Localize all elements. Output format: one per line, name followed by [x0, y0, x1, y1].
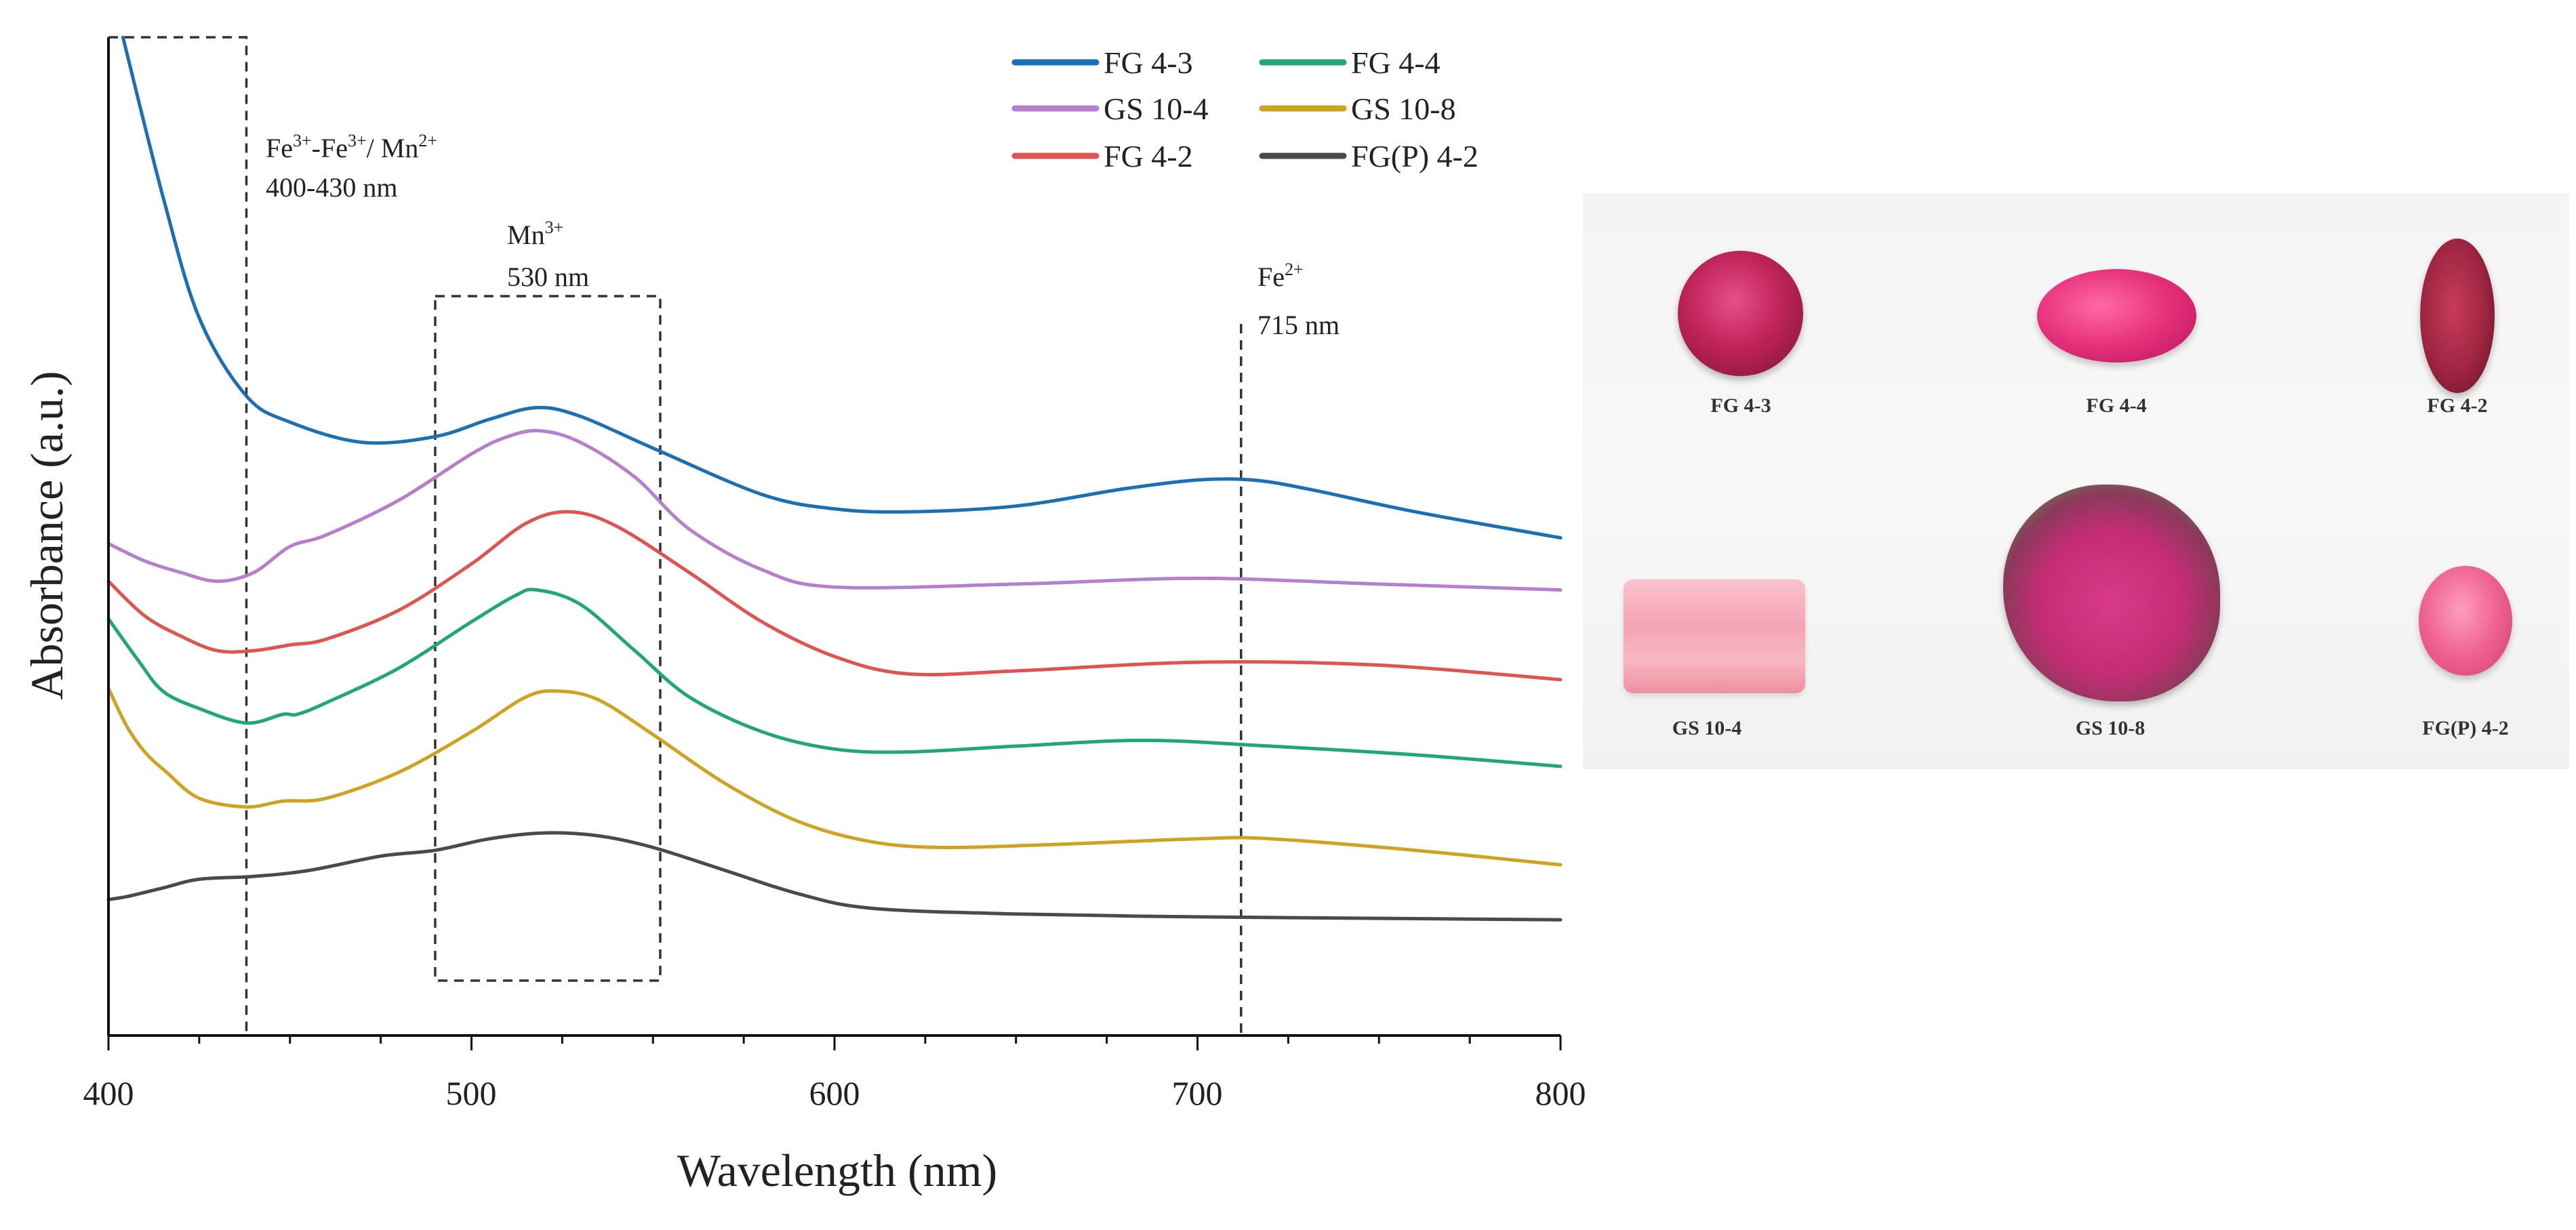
x-tick-label: 800 — [1535, 1074, 1586, 1112]
series-line-fg-p-4-2 — [106, 831, 1563, 922]
legend-label-fg-4-4: FG 4-4 — [1351, 45, 1441, 80]
x-axis-title: Wavelength (nm) — [677, 1145, 997, 1196]
gem-gs-10-4 — [1624, 579, 1805, 693]
annotation-box-fe-mn — [108, 36, 248, 1036]
legend-label-fg-4-2: FG 4-2 — [1104, 139, 1193, 173]
legend-label-fg-4-3: FG 4-3 — [1104, 45, 1193, 80]
x-tick-label: 400 — [83, 1074, 134, 1112]
gem-label-fgp-4-2: FG(P) 4-2 — [2422, 717, 2509, 739]
legend-label-gs-10-8: GS 10-8 — [1351, 91, 1456, 126]
gem-label-gs-10-8: GS 10-8 — [2075, 717, 2146, 739]
x-tick-label: 500 — [446, 1074, 497, 1112]
gem-fg-4-4 — [2037, 269, 2196, 363]
legend-label-gs-10-4: GS 10-4 — [1104, 91, 1209, 126]
gemstone-photo: FG 4-3 FG 4-4 FG 4-2 GS 10-4 GS 10-8 FG(… — [1583, 193, 2569, 769]
series-line-gs-10-4 — [106, 428, 1563, 592]
series-line-fg-4-4 — [106, 588, 1563, 768]
legend: FG 4-3 FG 4-4 GS 10-4 GS 10-8 FG 4-2 FG(… — [1011, 45, 1478, 173]
annotation-mn3: Mn3+ — [507, 218, 563, 250]
annotation-box-mn3 — [434, 295, 662, 982]
x-tick-label: 600 — [809, 1074, 860, 1112]
absorbance-chart: 400 500 600 700 800 Wavelength (nm) Abso… — [21, 35, 1586, 1196]
annotation-fe-mn-range: 400-430 nm — [266, 172, 397, 203]
gem-label-gs-10-4: GS 10-4 — [1672, 717, 1742, 739]
gem-fg-4-2 — [2420, 239, 2495, 393]
series-line-fg-4-3 — [121, 35, 1563, 540]
legend-label-fgp-4-2: FG(P) 4-2 — [1351, 139, 1478, 173]
series-lines — [106, 35, 1563, 922]
annotation-mn3-wavelength: 530 nm — [507, 262, 589, 292]
gem-gs-10-8 — [2003, 485, 2220, 701]
gem-label-fg-4-4: FG 4-4 — [2086, 394, 2147, 417]
annotation-fe2-wavelength: 715 nm — [1257, 310, 1340, 340]
gem-fg-4-3 — [1678, 251, 1803, 376]
gem-label-fg-4-3: FG 4-3 — [1710, 394, 1771, 417]
gem-fgp-4-2 — [2419, 566, 2512, 676]
series-line-fg-4-2 — [106, 510, 1563, 682]
x-tick-label: 700 — [1172, 1074, 1223, 1112]
annotation-fe-mn: Fe3+-Fe3+/ Mn2+ — [266, 131, 437, 163]
series-line-gs-10-8 — [106, 686, 1563, 867]
gem-label-fg-4-2: FG 4-2 — [2427, 394, 2488, 417]
y-axis-title: Absorbance (a.u.) — [21, 371, 73, 699]
x-tick-labels: 400 500 600 700 800 — [83, 1074, 1586, 1112]
x-ticks — [107, 1036, 1562, 1050]
annotation-fe2: Fe2+ — [1257, 260, 1304, 292]
